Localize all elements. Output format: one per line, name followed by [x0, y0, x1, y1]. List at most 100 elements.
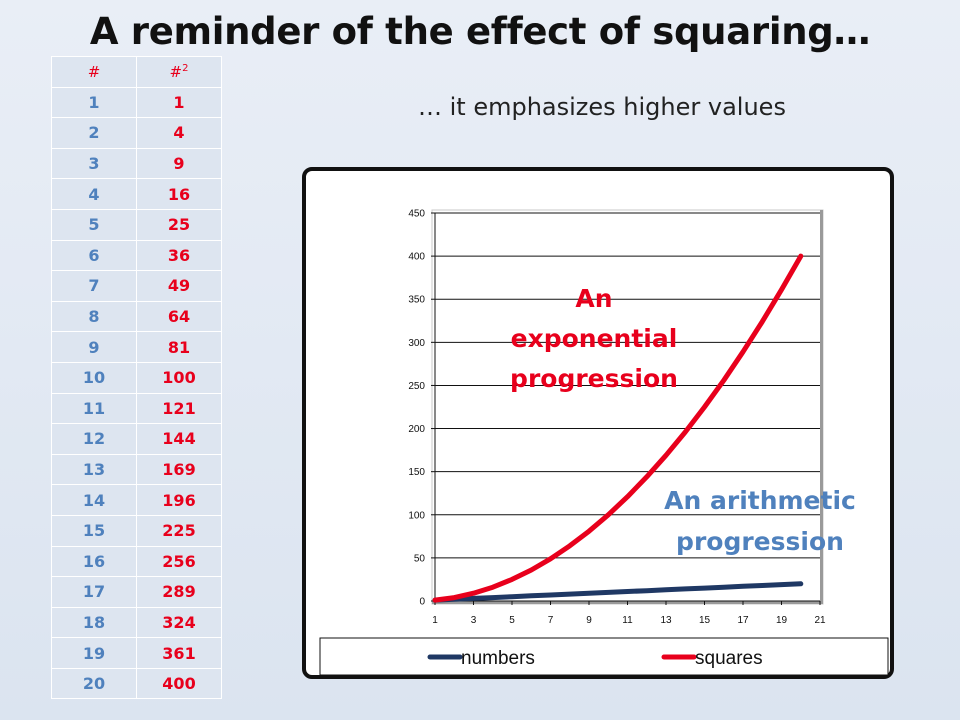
cell-number: 6 — [51, 239, 137, 272]
cell-square: 81 — [136, 331, 222, 363]
table-header-row: # #2 — [51, 56, 222, 88]
cell-square: 256 — [136, 545, 222, 578]
x-tick-label: 7 — [548, 615, 554, 626]
slide-title: A reminder of the effect of squaring… — [89, 10, 871, 53]
header-number: # — [51, 56, 137, 88]
cell-number: 5 — [51, 208, 137, 241]
header-square-base: # — [169, 62, 183, 81]
annotation-arithmetic-line: progression — [676, 527, 844, 556]
table-row: 6 36 — [51, 239, 222, 272]
table-row: 12 144 — [51, 423, 222, 455]
cell-number: 13 — [51, 453, 137, 486]
cell-square: 49 — [136, 270, 222, 302]
y-tick-label: 250 — [408, 381, 425, 392]
x-tick-label: 3 — [471, 615, 477, 626]
annotations: An exponential progression An arithmetic pro… — [510, 284, 856, 556]
cell-square: 324 — [136, 606, 222, 639]
series-line-numbers — [432, 581, 804, 603]
annotation-exponential-line: progression — [510, 364, 678, 393]
table-body: 1 1 2 4 3 9 4 16 5 25 6 36 7 49 8 64 9 81 10 100 11 121 12 144 1… — [51, 86, 222, 700]
cell-square: 361 — [136, 637, 222, 669]
cell-number: 12 — [51, 423, 137, 455]
cell-square: 1 — [136, 86, 222, 119]
annotation-exponential-line: An — [575, 284, 612, 313]
table-row: 17 289 — [51, 576, 222, 608]
header-square: #2 — [136, 56, 222, 88]
table-row: 9 81 — [51, 331, 222, 363]
cell-number: 8 — [51, 300, 137, 333]
cell-number: 19 — [51, 637, 137, 669]
y-tick-label: 150 — [408, 467, 425, 478]
x-tick-label: 13 — [660, 615, 672, 626]
legend-box — [319, 637, 889, 675]
cell-square: 144 — [136, 423, 222, 455]
header-square-exponent: 2 — [182, 62, 189, 74]
cell-number: 17 — [51, 576, 137, 608]
cell-number: 7 — [51, 270, 137, 302]
cell-number: 2 — [51, 117, 137, 149]
y-tick-label: 400 — [408, 252, 425, 263]
table-row: 8 64 — [51, 300, 222, 333]
table-row: 15 225 — [51, 514, 222, 547]
cell-square: 36 — [136, 239, 222, 272]
x-tick-label: 19 — [776, 615, 788, 626]
cell-square: 16 — [136, 178, 222, 210]
table-row: 4 16 — [51, 178, 222, 210]
plot-area-frame — [431, 209, 824, 605]
cell-number: 3 — [51, 147, 137, 180]
cell-number: 15 — [51, 514, 137, 547]
y-tick-label: 100 — [408, 510, 425, 521]
y-tick-label: 0 — [419, 597, 425, 608]
slide-subtitle: … it emphasizes higher values — [418, 93, 786, 121]
cell-square: 100 — [136, 361, 222, 394]
table-row: 5 25 — [51, 208, 222, 241]
cell-square: 400 — [136, 667, 222, 700]
cell-square: 64 — [136, 300, 222, 333]
cell-number: 1 — [51, 86, 137, 119]
cell-square: 121 — [136, 392, 222, 425]
y-tick-label: 50 — [414, 553, 426, 564]
cell-number: 11 — [51, 392, 137, 425]
cell-square: 225 — [136, 514, 222, 547]
cell-square: 25 — [136, 208, 222, 241]
x-tick-label: 9 — [586, 615, 592, 626]
table-row: 18 324 — [51, 606, 222, 639]
cell-square: 169 — [136, 453, 222, 486]
x-tick-label: 15 — [699, 615, 711, 626]
cell-square: 4 — [136, 117, 222, 149]
table-row: 13 169 — [51, 453, 222, 486]
y-tick-label: 200 — [408, 424, 425, 435]
squares-table: # #2 1 1 2 4 3 9 4 16 5 25 6 36 7 49 8 64 9 81 10 100 11 121 1… — [51, 56, 222, 700]
cell-number: 14 — [51, 484, 137, 516]
table-row: 10 100 — [51, 361, 222, 394]
cell-number: 10 — [51, 361, 137, 394]
y-tick-label: 350 — [408, 295, 425, 306]
x-tick-label: 5 — [509, 615, 515, 626]
cell-square: 9 — [136, 147, 222, 180]
chart-panel: 0 50 100 150 200 250 300 350 400 450 1 3 5 7 9 11 13 15 17… — [302, 167, 894, 679]
cell-number: 4 — [51, 178, 137, 210]
cell-square: 289 — [136, 576, 222, 608]
table-row: 14 196 — [51, 484, 222, 516]
gridlines — [435, 212, 820, 559]
table-row: 20 400 — [51, 667, 222, 700]
x-tick-label: 17 — [737, 615, 749, 626]
annotation-exponential-line: exponential — [511, 324, 678, 353]
x-tick-label: 21 — [814, 615, 826, 626]
cell-number: 16 — [51, 545, 137, 578]
cell-square: 196 — [136, 484, 222, 516]
x-tick-label: 11 — [622, 615, 633, 626]
series-lines — [432, 253, 804, 603]
annotation-arithmetic-line: An arithmetic — [664, 486, 856, 515]
legend-label-numbers: numbers — [461, 648, 535, 669]
legend-label-squares: squares — [695, 648, 763, 669]
y-tick-label: 300 — [408, 338, 425, 349]
table-row: 19 361 — [51, 637, 222, 669]
table-row: 11 121 — [51, 392, 222, 425]
cell-number: 20 — [51, 667, 137, 700]
